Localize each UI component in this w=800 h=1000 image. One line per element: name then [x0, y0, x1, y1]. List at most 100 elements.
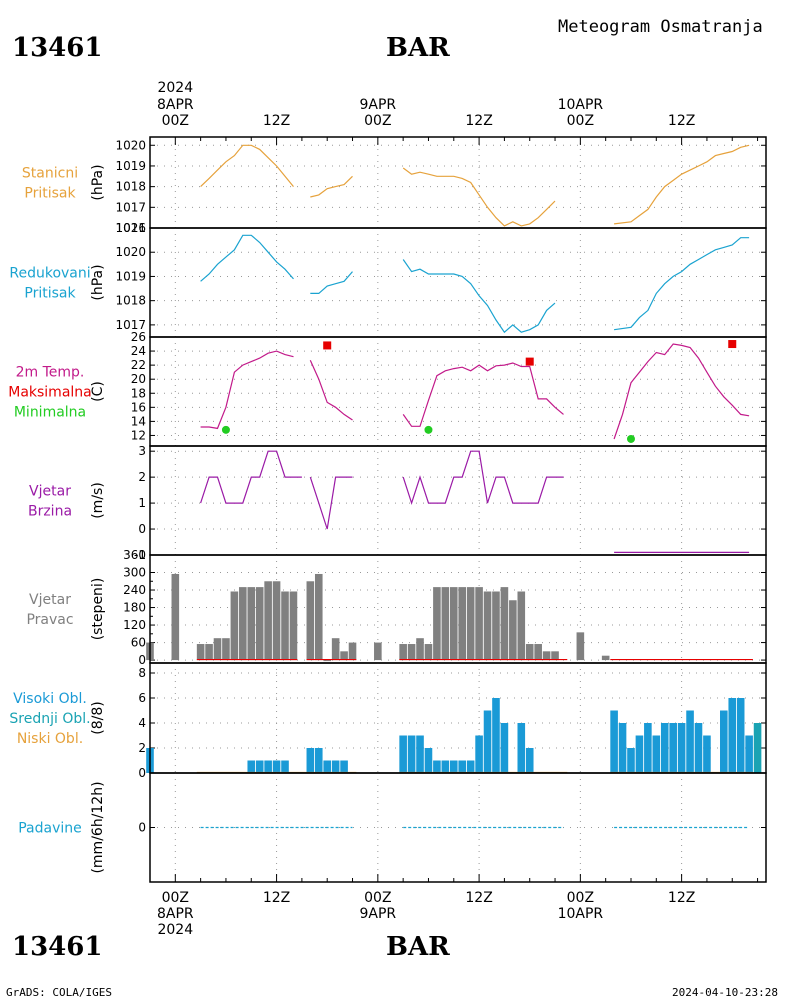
bar [576, 632, 585, 661]
bottom-time-label: 2024 [157, 922, 193, 938]
panel-label: Niski Obl. [17, 731, 83, 747]
bar [449, 587, 458, 661]
bar [433, 760, 441, 773]
bar [314, 573, 323, 661]
bar [247, 587, 256, 661]
bar [728, 698, 737, 773]
bar [399, 735, 407, 773]
bar [736, 698, 745, 773]
y-tick-label: 1 [138, 496, 146, 510]
tmax-marker [728, 340, 737, 349]
y-tick-label: 20 [131, 372, 146, 386]
bar [441, 760, 450, 773]
panel-frame [149, 136, 767, 229]
top-time-label: 8APR [157, 97, 194, 113]
y-tick-label: 24 [131, 344, 146, 358]
bar [525, 644, 534, 661]
top-time-label: 00Z [162, 113, 189, 129]
bar [323, 760, 332, 773]
y-tick-label: 18 [131, 386, 146, 400]
bar [500, 723, 509, 773]
y-tick-label: 60 [131, 636, 146, 650]
bar [374, 642, 382, 661]
station-id-top: 13461 [12, 33, 102, 63]
panel-label: 2m Temp. [16, 365, 85, 381]
panel-label: Stanicni [22, 166, 78, 182]
bar [205, 644, 213, 661]
panel-frame [149, 772, 767, 883]
y-axis-label: (mm/6h/12h) [90, 781, 106, 873]
tmin-marker [424, 425, 433, 434]
panel-label: Vjetar [29, 484, 71, 500]
bottom-time-label: 10APR [558, 906, 604, 922]
bar [551, 651, 559, 661]
y-axis-label: (C) [90, 381, 106, 402]
bar [517, 723, 526, 773]
y-tick-label: 120 [123, 618, 146, 632]
bar [255, 587, 264, 661]
bar [281, 591, 289, 661]
bar [660, 723, 669, 773]
series-line [310, 175, 353, 198]
bar [517, 591, 526, 661]
bar [441, 587, 450, 661]
bar [458, 760, 467, 773]
panel-label: Srednji Obl. [9, 711, 90, 727]
bar [475, 587, 483, 661]
y-tick-label: 0 [138, 522, 146, 536]
y-tick-label: 0 [138, 653, 146, 667]
bar [399, 644, 407, 661]
bar [407, 735, 416, 773]
y-tick-label: 1017 [115, 200, 146, 214]
bar [314, 748, 323, 773]
y-axis-label: (stepeni) [90, 578, 106, 641]
y-tick-label: 1018 [115, 294, 146, 308]
bottom-time-label: 9APR [360, 906, 397, 922]
y-tick-label: 14 [131, 414, 146, 428]
bar [323, 660, 332, 662]
bar [230, 591, 239, 661]
bar [424, 748, 433, 773]
y-tick-label: 22 [131, 358, 146, 372]
bar [601, 655, 610, 661]
bar [222, 638, 230, 661]
bar [331, 760, 340, 773]
bottom-time-label: 12Z [263, 890, 290, 906]
y-tick-label: 1020 [115, 138, 146, 152]
bar [407, 644, 416, 661]
bottom-time-label: 12Z [465, 890, 492, 906]
y-tick-label: 0 [138, 766, 146, 780]
top-time-label: 9APR [360, 97, 397, 113]
y-axis-label: (hPa) [90, 164, 106, 200]
panel-label: Pravac [26, 612, 73, 628]
bar [416, 638, 424, 661]
panel-label: Visoki Obl. [13, 691, 87, 707]
bar [433, 587, 441, 661]
bar [610, 710, 618, 773]
bar [669, 723, 677, 773]
bar [458, 587, 467, 661]
panel-label: Padavine [18, 821, 82, 837]
y-tick-label: -1 [134, 548, 146, 562]
bar [213, 638, 222, 661]
series-line [614, 144, 750, 225]
top-time-label: 12Z [668, 113, 695, 129]
y-tick-label: 3 [138, 444, 146, 458]
y-tick-label: 4 [138, 716, 146, 730]
bar [525, 748, 534, 773]
bar [475, 735, 483, 773]
bar [703, 735, 711, 773]
bar [677, 723, 686, 773]
footer-credit: GrADS: COLA/IGES [6, 986, 112, 999]
series-line [200, 350, 294, 430]
bar [281, 760, 289, 773]
y-tick-label: 26 [131, 330, 146, 344]
bar [340, 651, 348, 661]
y-tick-label: 12 [131, 428, 146, 442]
y-tick-label: 6 [138, 691, 146, 705]
panel-label: Brzina [28, 504, 72, 520]
bottom-time-label: 12Z [668, 890, 695, 906]
top-year-label: 2024 [157, 80, 193, 96]
bar [289, 591, 298, 661]
panel-label: Maksimalna [8, 385, 92, 401]
